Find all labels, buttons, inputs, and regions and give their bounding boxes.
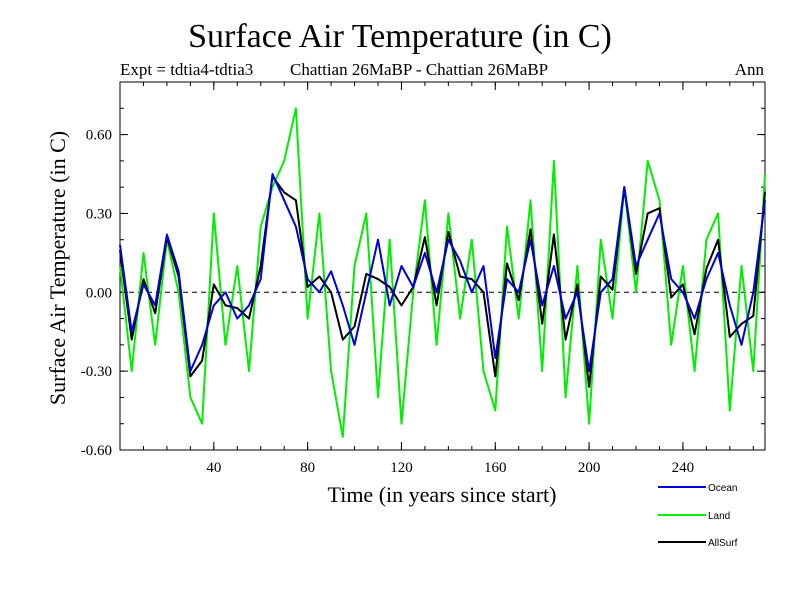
x-tick-label: 120 [390,460,413,476]
y-tick-label: 0.60 [86,128,112,144]
x-tick-label: 240 [672,460,695,476]
y-tick-label: 0.30 [86,206,112,222]
x-tick-label: 160 [484,460,507,476]
chart-title: Surface Air Temperature (in C) [188,18,612,55]
x-tick-label: 40 [206,460,221,476]
legend-label-ocean: Ocean [708,483,737,494]
series-line-land [119,107,766,438]
y-tick-label: -0.60 [81,443,112,459]
y-tick-label: 0.00 [86,285,112,301]
series-line-ocean [119,173,766,373]
chart-subtitle-center: Chattian 26MaBP - Chattian 26MaBP [290,60,549,79]
chart-subtitle-left: Expt = tdtia4-tdtia3 [120,60,254,79]
legend-label-allsurf: AllSurf [708,538,738,549]
chart-subtitle-right: Ann [734,60,764,79]
x-tick-label: 80 [300,460,315,476]
legend-label-land: Land [708,511,730,522]
x-tick-label: 200 [578,460,601,476]
x-axis-label: Time (in years since start) [327,482,557,507]
y-tick-label: -0.30 [81,364,112,380]
